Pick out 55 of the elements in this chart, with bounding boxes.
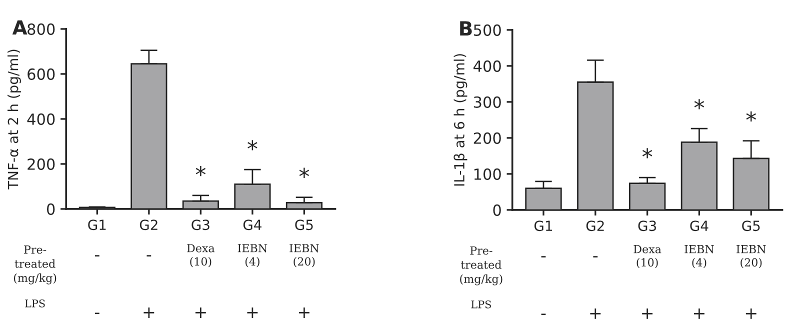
- data-label: *: [196, 166, 206, 176]
- text: +: [590, 308, 601, 319]
- y-tick-label: 0: [46, 203, 55, 215]
- text: +: [144, 308, 154, 318]
- text: -: [94, 255, 100, 256]
- x-tick-label: G2: [586, 220, 604, 232]
- x-tick-label: G4: [690, 220, 708, 232]
- text: +: [195, 308, 206, 318]
- x-tick-label: G5: [742, 220, 760, 232]
- text: IEBN (4): [238, 244, 268, 268]
- y-tick-label: 300: [474, 96, 501, 108]
- y-tick-label: 200: [28, 158, 55, 170]
- data-label: *: [299, 168, 310, 178]
- text: IEBN (20): [736, 245, 766, 268]
- text: +: [298, 308, 310, 318]
- text: +: [746, 308, 756, 319]
- y-tick-label: 100: [474, 168, 501, 180]
- text: IEBN (4): [684, 245, 714, 268]
- y-tick-label: 500: [474, 24, 501, 36]
- x-tick-label: G4: [243, 220, 262, 230]
- y-tick-label: 400: [27, 113, 55, 125]
- text: IEBN (20): [290, 244, 319, 268]
- chart-title: A: [12, 20, 28, 35]
- text: -: [541, 256, 546, 258]
- text: Pre- treated (mg/kg): [460, 246, 502, 286]
- text: -: [593, 256, 598, 258]
- y-tick-label: 0: [493, 204, 501, 216]
- text: +: [247, 308, 258, 318]
- y-axis-title: TNF-α at 2 h (pg/ml): [8, 50, 21, 190]
- x-tick-label: G1: [88, 220, 106, 230]
- text: Dexa (10): [187, 244, 215, 268]
- y-tick-label: 600: [28, 68, 55, 80]
- text: Pre- treated (mg/kg): [14, 246, 56, 284]
- x-tick-label: G3: [638, 220, 656, 232]
- data-label: *: [746, 111, 756, 122]
- y-tick-label: 200: [474, 132, 501, 144]
- text: -: [94, 312, 100, 314]
- text: -: [146, 255, 152, 256]
- x-tick-label: G5: [295, 220, 313, 230]
- data-label: *: [248, 140, 258, 150]
- x-tick-label: G1: [534, 220, 552, 232]
- text: Dexa (10): [634, 245, 662, 268]
- data-label: *: [694, 99, 704, 110]
- y-tick-label: 800: [28, 23, 55, 35]
- chart-title: B: [460, 21, 472, 36]
- y-axis-title: IL-1β at 6 h (pg/ml): [454, 54, 468, 186]
- x-tick-label: G2: [140, 220, 158, 230]
- data-label: *: [642, 148, 652, 158]
- text: +: [642, 308, 653, 319]
- x-tick-label: G3: [192, 220, 210, 230]
- text: -: [541, 314, 546, 316]
- text: LPS: [471, 300, 491, 308]
- text: +: [694, 308, 704, 319]
- text: LPS: [25, 300, 45, 308]
- y-tick-label: 400: [474, 60, 501, 72]
